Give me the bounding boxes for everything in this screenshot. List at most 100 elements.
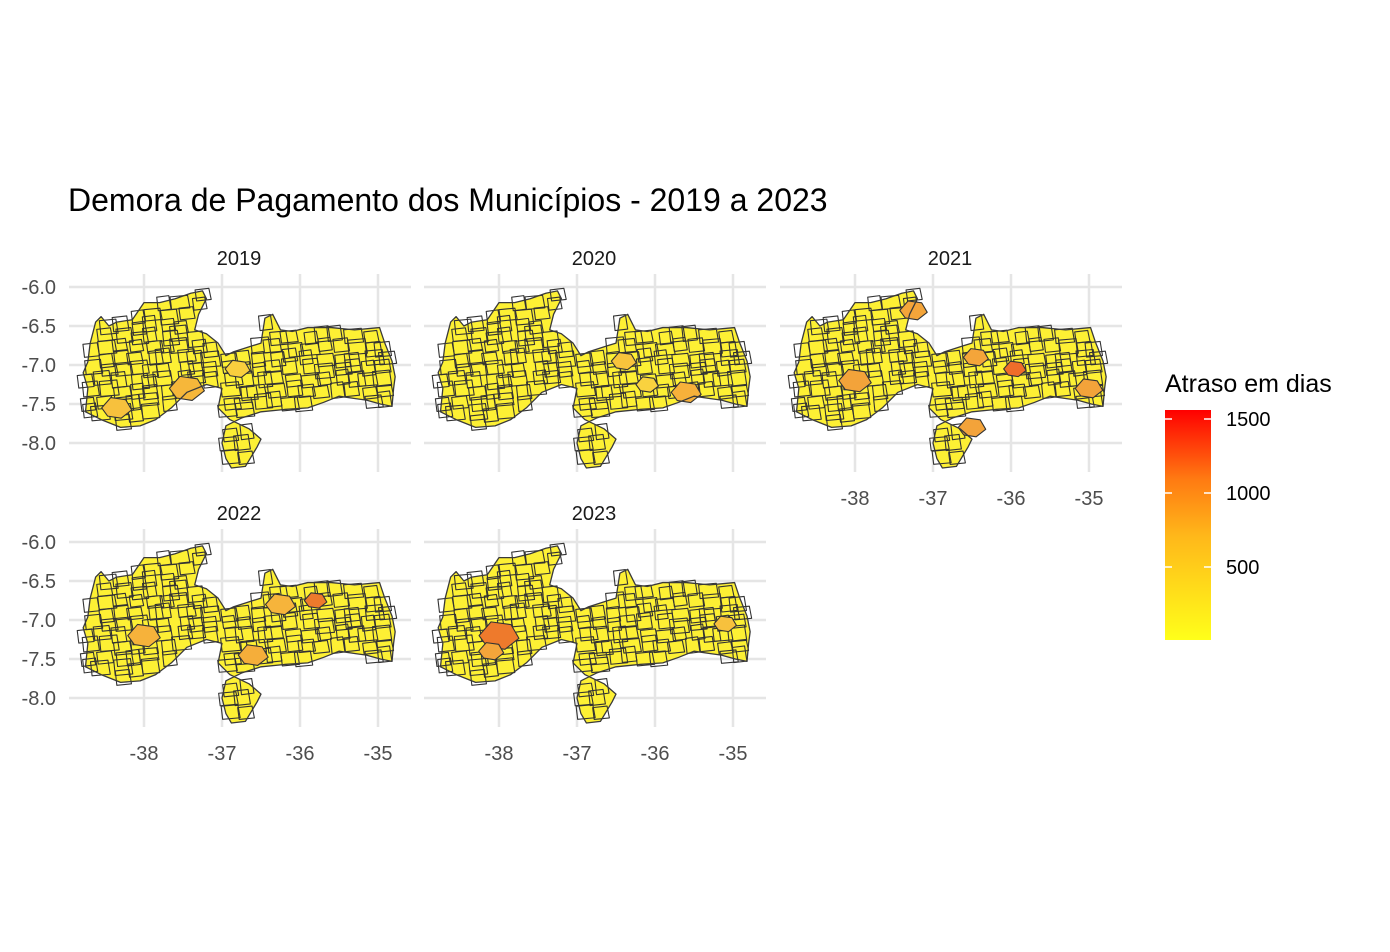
municipality [280, 356, 298, 376]
municipality [171, 634, 193, 652]
municipality [787, 373, 806, 389]
municipality [483, 338, 500, 353]
municipality [589, 656, 611, 674]
municipality [495, 402, 516, 420]
municipality [316, 371, 333, 387]
municipality [617, 592, 638, 609]
municipality-highlight [237, 644, 269, 666]
municipality [98, 634, 120, 653]
municipality [234, 625, 255, 644]
municipality [437, 657, 454, 674]
municipality-highlight [610, 351, 637, 371]
municipality [128, 593, 145, 608]
municipality [572, 658, 593, 673]
municipality [934, 396, 953, 411]
municipality [578, 396, 597, 411]
municipality [431, 373, 450, 389]
municipality [452, 339, 473, 356]
legend-label-500: 500 [1226, 557, 1259, 579]
municipality [557, 625, 574, 644]
x-tick-label: -36 [641, 743, 670, 765]
municipality [653, 349, 669, 366]
municipality [532, 603, 552, 619]
municipality [608, 647, 629, 665]
municipality [913, 370, 930, 389]
municipality [681, 579, 698, 597]
municipality [237, 705, 255, 721]
municipality [533, 306, 551, 321]
municipality [79, 396, 97, 412]
municipality [129, 359, 150, 376]
municipality [635, 396, 656, 412]
municipality [701, 593, 723, 611]
municipality [115, 327, 134, 344]
municipality [851, 402, 872, 420]
municipality [573, 436, 594, 452]
municipality [202, 341, 219, 359]
municipality [533, 561, 551, 576]
municipality [220, 704, 241, 720]
municipality [357, 371, 379, 387]
municipality [111, 315, 130, 333]
municipality [793, 402, 810, 419]
municipality [997, 379, 1015, 398]
municipality [575, 449, 596, 465]
municipality [89, 404, 111, 422]
municipality-highlight [168, 375, 205, 401]
municipality [808, 339, 829, 356]
municipality [234, 401, 256, 419]
municipality [187, 624, 207, 640]
municipality [233, 688, 251, 707]
municipality [493, 392, 515, 407]
municipality [824, 403, 845, 422]
municipality [98, 379, 120, 398]
y-tick-label: -7.5 [22, 394, 56, 416]
municipality [905, 287, 923, 302]
municipality [690, 368, 706, 386]
municipality [468, 403, 489, 422]
municipality [127, 662, 145, 678]
municipality [500, 339, 520, 354]
municipality [636, 602, 654, 618]
map-panel-2019: 2019 [69, 248, 411, 472]
municipality [652, 638, 672, 654]
municipality [191, 551, 208, 566]
municipality [836, 393, 853, 412]
municipality-highlight [101, 397, 133, 419]
municipality [1004, 395, 1025, 413]
x-tick-label: -37 [919, 488, 948, 510]
municipalities [431, 287, 753, 466]
municipality [317, 336, 333, 352]
municipality [856, 339, 876, 354]
municipality [932, 359, 948, 374]
x-tick-label: -37 [208, 743, 237, 765]
municipality [589, 401, 611, 419]
municipality [592, 450, 610, 466]
municipality [220, 449, 241, 465]
municipality [346, 593, 368, 611]
municipality [453, 573, 474, 591]
municipality [588, 688, 606, 707]
legend: Atraso em dias 1500 1000 500 [1165, 370, 1332, 640]
municipality [280, 396, 301, 412]
municipality [589, 604, 607, 622]
municipality [76, 373, 95, 389]
municipality [335, 623, 351, 641]
municipality [452, 594, 473, 611]
municipality [612, 568, 629, 587]
municipality [481, 606, 499, 621]
municipality [436, 380, 456, 398]
municipality [470, 327, 489, 344]
municipality [373, 358, 392, 374]
municipality [1028, 336, 1044, 352]
municipality-highlight [478, 642, 505, 661]
municipality [436, 635, 456, 653]
municipality [888, 348, 908, 364]
municipality [263, 370, 285, 385]
municipality [732, 350, 753, 366]
municipalities [76, 542, 398, 721]
municipality [100, 617, 119, 632]
municipality [297, 383, 317, 399]
municipality [809, 352, 826, 369]
municipality [589, 625, 610, 644]
